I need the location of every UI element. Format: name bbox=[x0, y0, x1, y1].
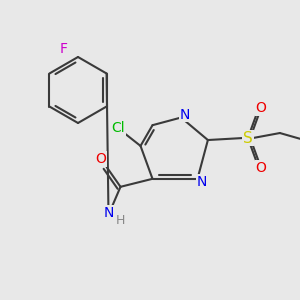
Text: O: O bbox=[256, 101, 266, 115]
Text: Cl: Cl bbox=[112, 121, 125, 135]
Text: N: N bbox=[196, 175, 207, 189]
Text: S: S bbox=[243, 130, 253, 146]
Text: N: N bbox=[103, 206, 114, 220]
Text: O: O bbox=[95, 152, 106, 166]
Text: H: H bbox=[116, 214, 125, 227]
Text: O: O bbox=[256, 161, 266, 175]
Text: F: F bbox=[60, 42, 68, 56]
Text: N: N bbox=[180, 107, 190, 122]
